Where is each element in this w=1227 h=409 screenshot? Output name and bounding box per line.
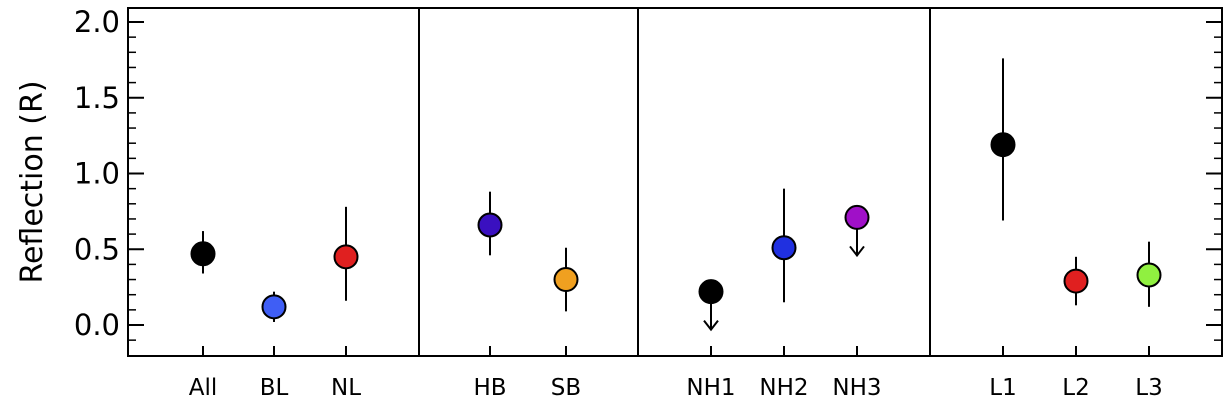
x-tick-label-nh3: NH3 <box>832 375 881 401</box>
y-tick-label: 1.5 <box>74 81 120 115</box>
point-nh1 <box>698 279 724 332</box>
data-marker <box>1063 268 1089 294</box>
x-tick-label-nh2: NH2 <box>759 375 808 401</box>
x-tick-label-l3: L3 <box>1135 375 1162 401</box>
data-marker <box>698 279 724 305</box>
data-marker <box>261 294 287 320</box>
data-marker <box>190 241 216 267</box>
y-axis: 0.0 0.5 1.0 1.5 2.0 <box>74 5 1222 342</box>
point-nl <box>333 206 359 301</box>
point-l1 <box>990 58 1016 221</box>
point-nh2 <box>771 188 797 303</box>
plot-frame <box>127 7 1223 357</box>
point-l3 <box>1136 241 1162 307</box>
x-category-labels: All BL NL HB SB NH1 NH2 NH3 L1 L2 L3 <box>189 346 1163 401</box>
x-tick-label-sb: SB <box>551 375 581 401</box>
data-marker <box>477 212 503 238</box>
y-tick-label: 0.5 <box>74 232 120 266</box>
data-marker <box>771 235 797 261</box>
x-tick-label-hb: HB <box>473 375 506 401</box>
point-nh3 <box>844 204 870 258</box>
point-hb <box>477 191 503 256</box>
x-tick-label-l1: L1 <box>989 375 1016 401</box>
x-tick-label-nl: NL <box>331 375 361 401</box>
y-tick-label: 2.0 <box>74 5 120 39</box>
x-tick-label-l2: L2 <box>1062 375 1089 401</box>
data-marker <box>333 244 359 270</box>
point-sb <box>553 247 579 312</box>
y-tick-label: 1.0 <box>74 157 120 191</box>
y-axis-title: Reflection (R) <box>15 80 50 283</box>
data-marker <box>990 132 1016 158</box>
point-bl <box>261 291 287 322</box>
point-all <box>190 231 216 274</box>
upper-limit-arrow-head <box>849 245 865 258</box>
y-tick-label: 0.0 <box>74 308 120 342</box>
x-tick-label-bl: BL <box>260 375 289 401</box>
data-marker <box>1136 262 1162 288</box>
x-tick-label-all: All <box>189 375 218 401</box>
data-marker <box>553 267 579 293</box>
panel-dividers <box>418 8 931 356</box>
data-points <box>190 58 1162 332</box>
upper-limit-arrow-head <box>703 320 719 332</box>
data-marker <box>844 204 870 230</box>
point-l2 <box>1063 256 1089 306</box>
x-tick-label-nh1: NH1 <box>686 375 735 401</box>
